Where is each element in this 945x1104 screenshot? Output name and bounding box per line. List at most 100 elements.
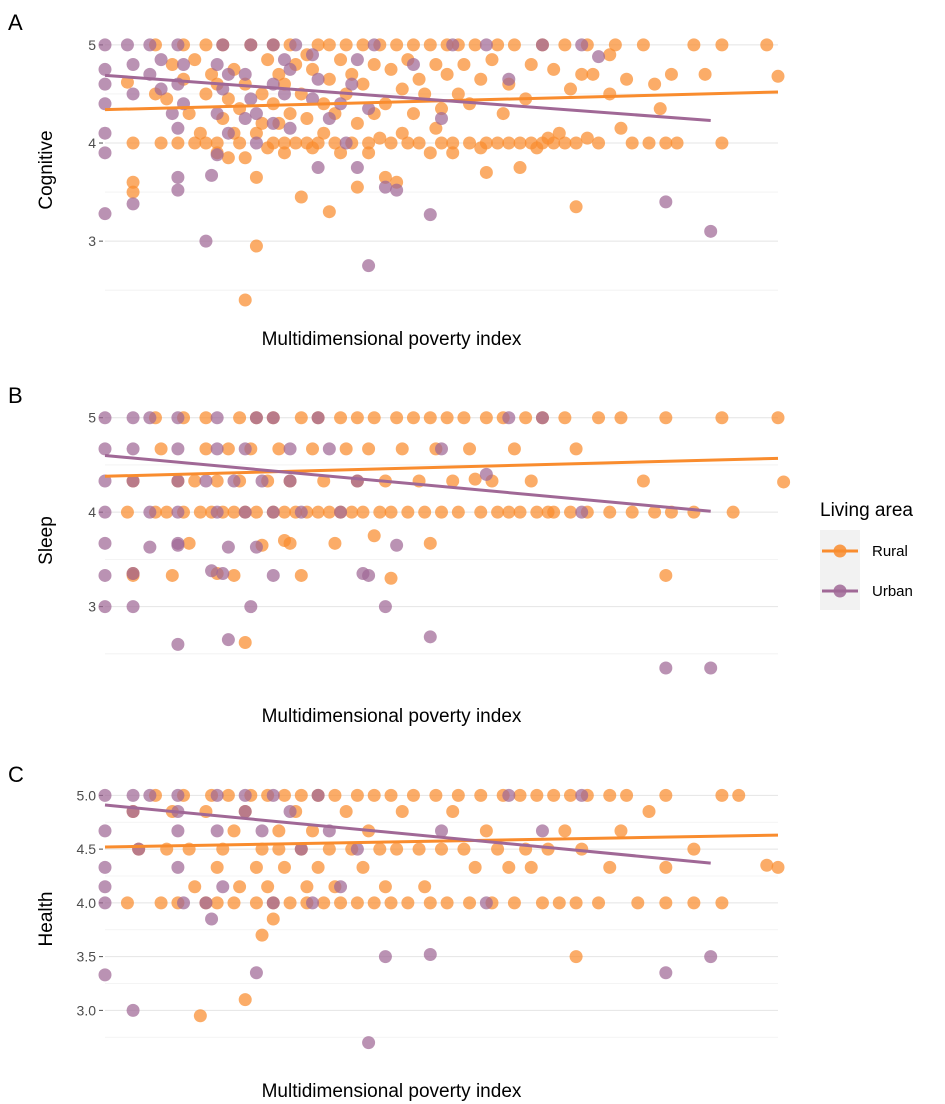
x-axis-title: Multidimensional poverty index xyxy=(262,1081,522,1102)
panel-c: 3.0 3.5 4.0 4.5 5.0 C Multidimensional poverty… xyxy=(8,762,785,1102)
data-point xyxy=(289,136,303,150)
data-point xyxy=(659,896,673,910)
data-point xyxy=(283,896,297,910)
data-point xyxy=(356,77,370,91)
data-point xyxy=(98,896,112,910)
data-point xyxy=(760,858,774,872)
data-point xyxy=(177,896,191,910)
data-point xyxy=(474,505,488,519)
data-point xyxy=(575,67,589,81)
data-point xyxy=(575,788,589,802)
data-point xyxy=(126,411,140,425)
data-point xyxy=(507,38,521,52)
data-point xyxy=(165,58,179,72)
data-point xyxy=(350,161,364,175)
data-point xyxy=(266,116,280,130)
data-point xyxy=(188,474,202,488)
data-point xyxy=(451,788,465,802)
data-point xyxy=(362,136,376,150)
y-tick-label: 3 xyxy=(88,233,96,249)
data-point xyxy=(771,69,785,83)
data-point xyxy=(580,131,594,145)
data-point xyxy=(362,259,376,273)
data-point xyxy=(126,600,140,614)
data-point xyxy=(98,77,112,91)
data-point xyxy=(563,505,577,519)
data-point xyxy=(653,102,667,116)
data-point xyxy=(182,536,196,550)
data-point xyxy=(171,121,185,135)
data-point xyxy=(423,208,437,222)
data-point xyxy=(362,568,376,582)
data-point xyxy=(317,896,331,910)
data-point xyxy=(524,58,538,72)
data-point xyxy=(283,62,297,76)
data-point xyxy=(233,880,247,894)
data-point xyxy=(479,136,493,150)
data-point xyxy=(143,505,157,519)
data-point xyxy=(659,661,673,675)
y-tick-label: 5.0 xyxy=(77,787,97,803)
data-point xyxy=(659,136,673,150)
data-point xyxy=(429,58,443,72)
data-point xyxy=(266,38,280,52)
x-axis-title: Multidimensional poverty index xyxy=(262,329,522,350)
data-point xyxy=(154,442,168,456)
data-point xyxy=(171,824,185,838)
data-point xyxy=(322,505,336,519)
data-point xyxy=(294,411,308,425)
data-point xyxy=(317,474,331,488)
data-point xyxy=(350,116,364,130)
data-point xyxy=(513,161,527,175)
data-point xyxy=(463,136,477,150)
data-point xyxy=(98,207,112,221)
data-point xyxy=(569,442,583,456)
data-point xyxy=(362,102,376,116)
data-point xyxy=(558,824,572,838)
data-point xyxy=(210,442,224,456)
data-point xyxy=(266,568,280,582)
data-point xyxy=(249,966,263,980)
data-point xyxy=(378,180,392,194)
legend-key-point xyxy=(833,544,847,558)
trend-line-urban xyxy=(104,803,711,865)
data-point xyxy=(435,505,448,519)
data-point xyxy=(311,505,325,519)
data-point xyxy=(283,805,297,818)
data-point xyxy=(272,842,286,856)
data-point xyxy=(603,48,617,62)
data-point xyxy=(524,474,538,488)
data-point xyxy=(306,824,320,838)
data-point xyxy=(423,947,437,961)
data-point xyxy=(221,442,235,456)
data-point xyxy=(378,600,392,614)
data-point xyxy=(311,136,325,150)
data-point xyxy=(171,136,185,150)
data-point xyxy=(659,411,673,425)
data-point xyxy=(771,860,785,874)
data-point xyxy=(631,896,645,910)
data-point xyxy=(311,411,325,425)
data-point xyxy=(451,505,465,519)
data-point xyxy=(306,48,320,62)
data-point xyxy=(592,136,606,150)
data-point xyxy=(603,860,617,874)
data-point xyxy=(412,136,426,150)
trend-line-urban xyxy=(104,73,711,122)
data-point xyxy=(715,38,729,52)
data-point xyxy=(687,842,701,856)
data-point xyxy=(507,896,521,910)
x-axis-title: Multidimensional poverty index xyxy=(262,706,522,727)
data-point xyxy=(339,136,353,150)
data-point xyxy=(277,136,291,150)
data-point xyxy=(311,72,325,86)
data-point xyxy=(98,474,112,488)
data-point xyxy=(440,67,454,81)
data-point xyxy=(98,38,112,52)
data-point xyxy=(664,67,678,81)
data-point xyxy=(216,880,230,894)
data-point xyxy=(244,38,258,52)
data-point xyxy=(126,474,140,488)
y-tick-label: 5 xyxy=(88,37,96,53)
data-point xyxy=(210,505,224,519)
